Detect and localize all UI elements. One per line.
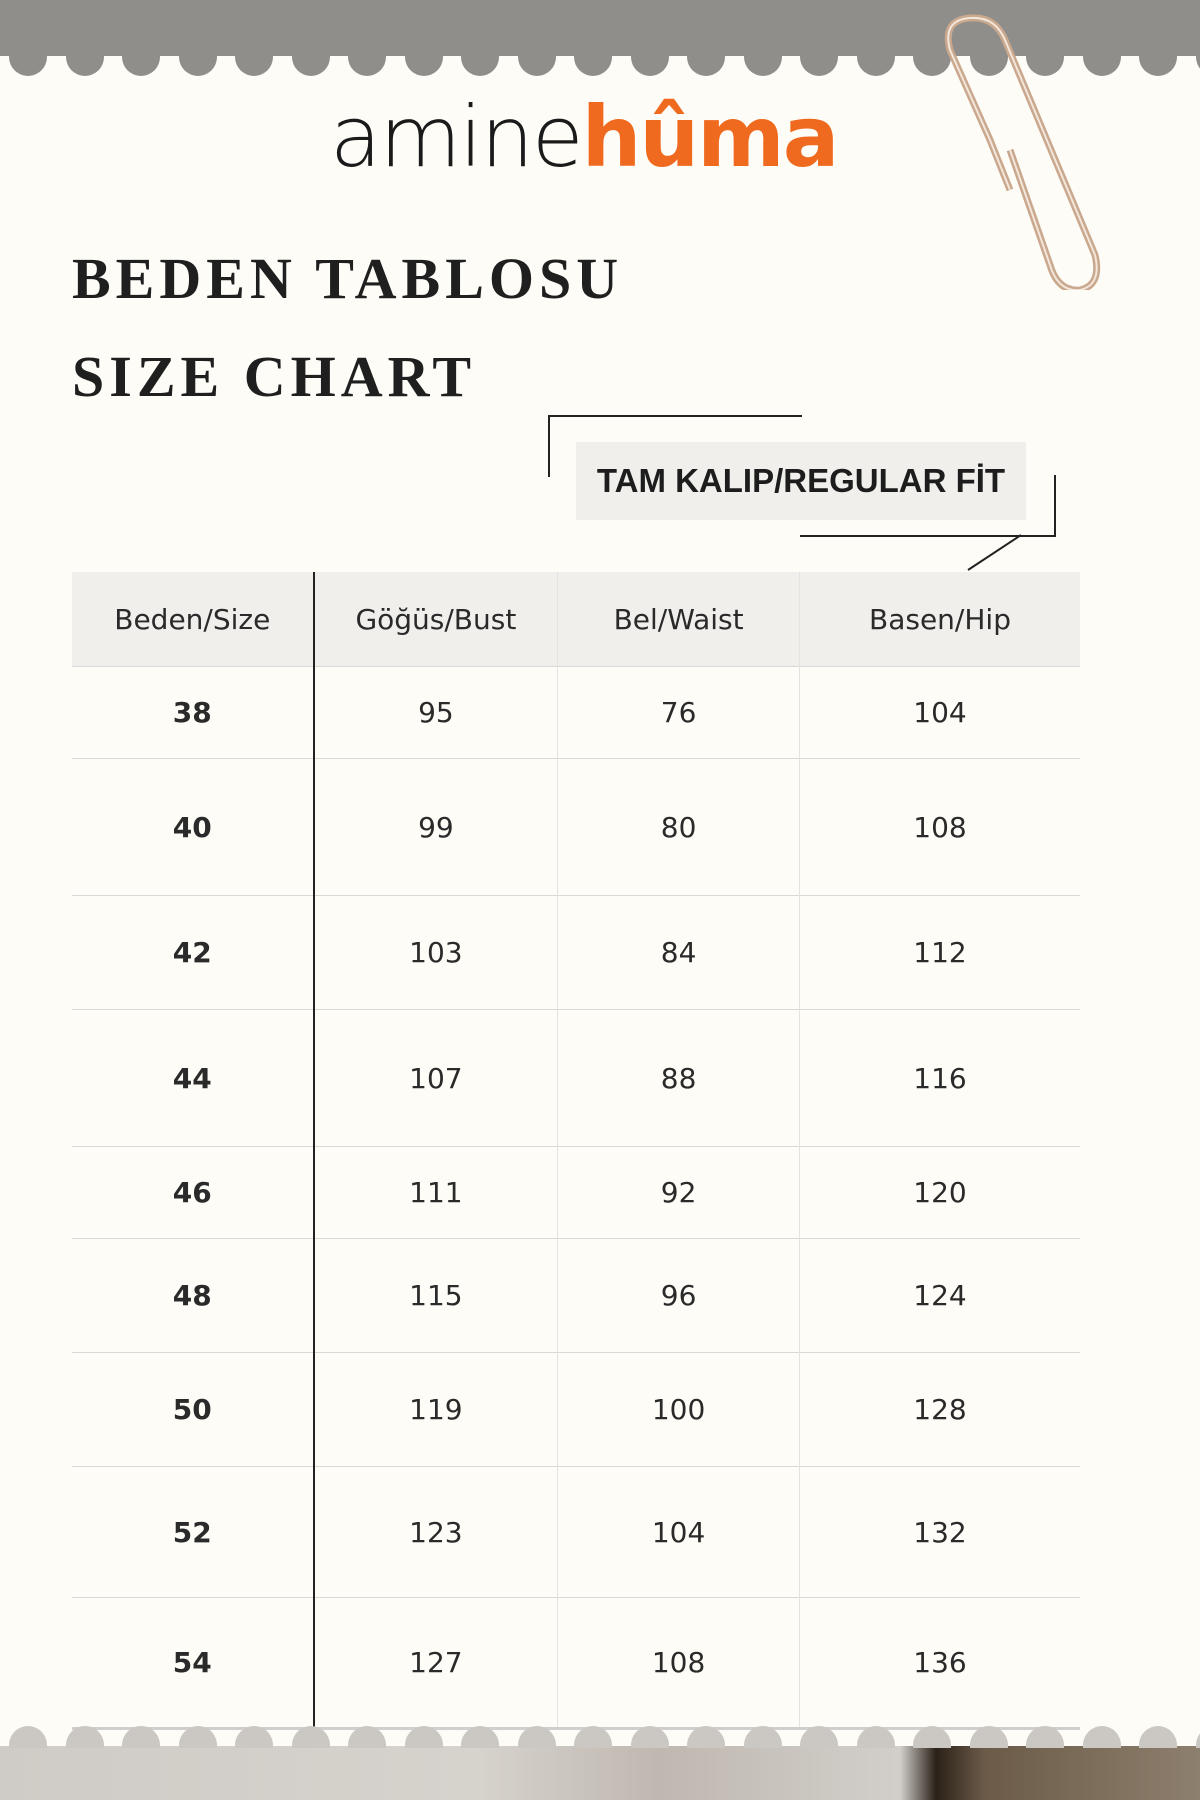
measurement-cell: 104 [798,666,1080,759]
table-row: 44 107 88 116 [72,1009,1080,1147]
measurement-cell: 84 [557,895,800,1010]
measurement-cell: 108 [798,758,1080,896]
fit-badge: TAM KALIP/REGULAR FİT [576,442,1026,520]
decor-line [967,534,1022,571]
title-turkish: BEDEN TABLOSU [72,246,624,311]
measurement-cell: 132 [798,1466,1080,1598]
measurement-cell: 95 [312,666,558,759]
size-cell: 38 [72,666,314,759]
measurement-cell: 116 [798,1009,1080,1147]
size-cell: 40 [72,758,314,896]
table-header-row: Beden/Size Göğüs/Bust Bel/Waist Basen/Hip [72,572,1080,667]
bottom-scallop-edge [0,1726,1200,1748]
logo-part1: amine [330,88,584,186]
measurement-cell: 88 [557,1009,800,1147]
measurement-cell: 111 [312,1146,558,1239]
table-row: 48 115 96 124 [72,1238,1080,1353]
table-row: 40 99 80 108 [72,758,1080,896]
column-header: Beden/Size [72,572,314,667]
column-header: Bel/Waist [557,572,800,667]
measurement-cell: 108 [557,1597,800,1730]
size-table: Beden/Size Göğüs/Bust Bel/Waist Basen/Hip 3… [72,572,1080,1730]
measurement-cell: 104 [557,1466,800,1598]
measurement-cell: 99 [312,758,558,896]
column-header: Basen/Hip [798,572,1080,667]
size-cell: 52 [72,1466,314,1598]
measurement-cell: 100 [557,1352,800,1467]
table-row: 46 111 92 120 [72,1146,1080,1239]
paperclip-icon [944,14,1101,290]
table-row: 38 95 76 104 [72,666,1080,759]
size-cell: 42 [72,895,314,1010]
measurement-cell: 124 [798,1238,1080,1353]
size-cell: 50 [72,1352,314,1467]
measurement-cell: 76 [557,666,800,759]
measurement-cell: 80 [557,758,800,896]
table-row: 52 123 104 132 [72,1466,1080,1598]
measurement-cell: 127 [312,1597,558,1730]
top-scallop-edge [0,54,1200,76]
measurement-cell: 103 [312,895,558,1010]
table-row: 50 119 100 128 [72,1352,1080,1467]
bottom-band-fur-image [0,1746,1200,1800]
size-cell: 46 [72,1146,314,1239]
measurement-cell: 96 [557,1238,800,1353]
column-header: Göğüs/Bust [312,572,558,667]
title-english: SIZE CHART [72,344,477,409]
measurement-cell: 112 [798,895,1080,1010]
decor-line [1054,475,1056,537]
size-cell: 54 [72,1597,314,1730]
measurement-cell: 107 [312,1009,558,1147]
logo-part2: hûma [581,88,840,186]
measurement-cell: 128 [798,1352,1080,1467]
table-row: 42 103 84 112 [72,895,1080,1010]
size-cell: 44 [72,1009,314,1147]
measurement-cell: 115 [312,1238,558,1353]
measurement-cell: 120 [798,1146,1080,1239]
measurement-cell: 119 [312,1352,558,1467]
decor-line [548,415,550,477]
decor-line [800,535,1056,537]
measurement-cell: 92 [557,1146,800,1239]
size-cell: 48 [72,1238,314,1353]
measurement-cell: 136 [798,1597,1080,1730]
decor-line [548,415,802,417]
measurement-cell: 123 [312,1466,558,1598]
brand-logo: aminehûma [330,95,839,179]
table-row: 54 127 108 136 [72,1597,1080,1730]
